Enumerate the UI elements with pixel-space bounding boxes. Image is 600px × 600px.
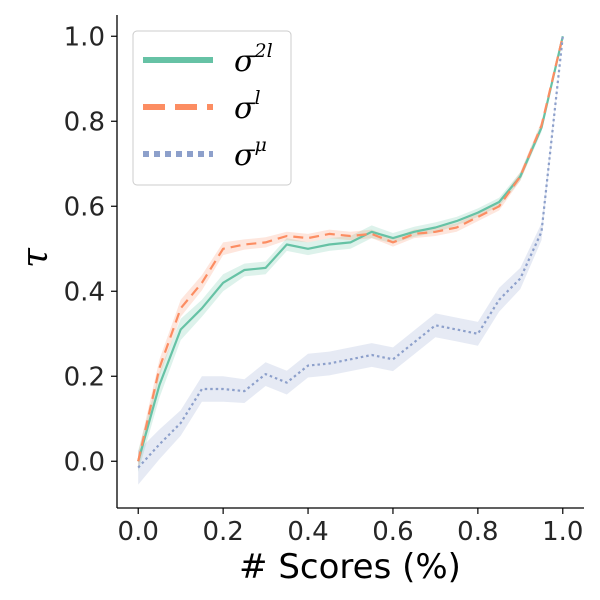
y-tick-label: 0.0 — [64, 447, 105, 477]
line-series-1 — [137, 36, 564, 462]
y-ticks: 0.0 0.2 0.4 0.6 0.8 1.0 — [64, 22, 117, 477]
x-tick-label: 1.0 — [542, 517, 583, 547]
legend-label-base: σ — [234, 91, 256, 126]
legend-label-base: σ — [234, 44, 256, 79]
x-tick-label: 0.8 — [457, 517, 498, 547]
x-tick-label: 0.6 — [372, 517, 413, 547]
y-tick-label: 0.6 — [64, 192, 105, 222]
x-axis-label: # Scores (%) — [239, 547, 461, 587]
series-lines — [137, 36, 564, 469]
y-tick-label: 0.8 — [64, 107, 105, 137]
legend-label-3: σμ — [234, 134, 267, 173]
legend-label-superscript: 2l — [253, 40, 272, 62]
y-tick-label: 1.0 — [64, 22, 105, 52]
line-series-3 — [137, 36, 564, 469]
axes — [116, 15, 584, 509]
legend-label-superscript: μ — [254, 134, 266, 156]
y-tick-label: 0.4 — [64, 277, 105, 307]
x-tick-label: 0.0 — [118, 517, 159, 547]
x-ticks: 0.0 0.2 0.4 0.6 0.8 1.0 — [118, 508, 583, 547]
legend-label-1: σ2l — [234, 40, 273, 79]
y-axis-label: τ — [15, 247, 56, 268]
confidence-bands — [138, 36, 563, 485]
x-tick-label: 0.2 — [202, 517, 243, 547]
y-tick-label: 0.2 — [64, 362, 105, 392]
legend-label-superscript: l — [254, 87, 260, 109]
x-tick-label: 0.4 — [287, 517, 328, 547]
line-series-2 — [137, 36, 564, 462]
legend-label-2: σl — [234, 87, 261, 126]
band-series-2 — [138, 36, 563, 470]
legend-label-base: σ — [234, 138, 256, 173]
